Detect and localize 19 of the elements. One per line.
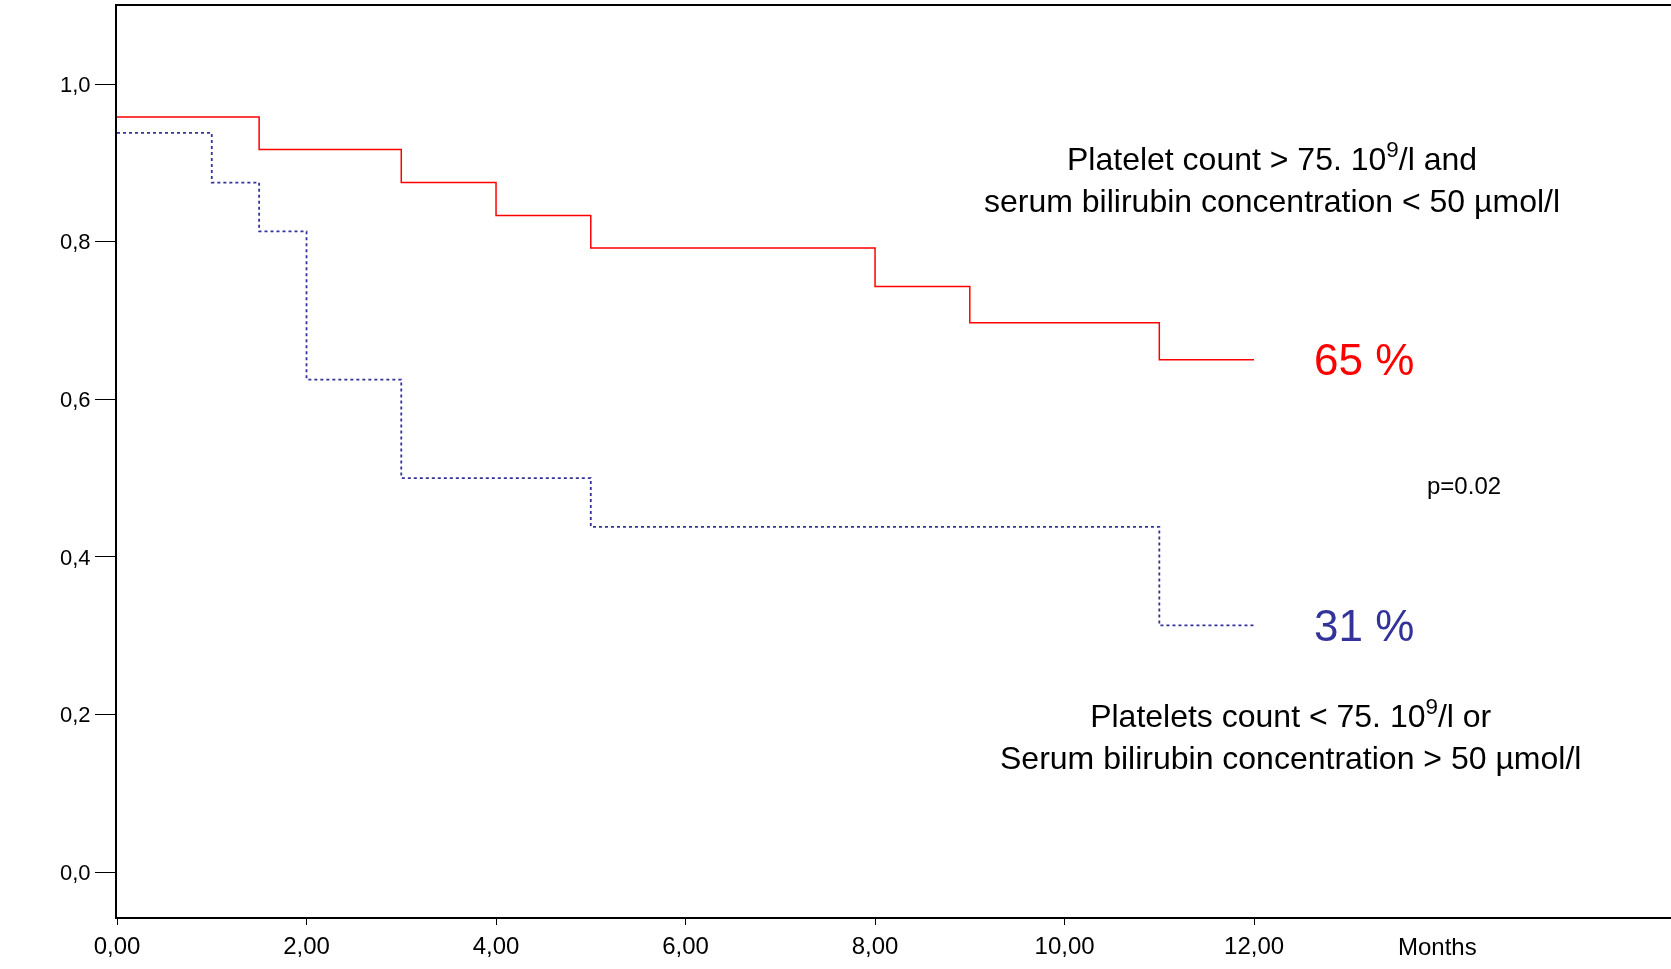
x-tick-label: 8,00	[851, 931, 899, 959]
series-label: 31 %	[1314, 601, 1415, 650]
x-tick-label: 10,00	[1034, 931, 1095, 959]
annotation: Platelet count > 75. 10$^{9}$/l and serum bilirubin concentration < 50 µmol/l	[984, 137, 1561, 220]
x-tick-label: 12,00	[1224, 931, 1285, 959]
y-tick-label: 0,0	[60, 859, 91, 885]
y-tick-label: 0,6	[60, 386, 91, 412]
x-axis-title: Months	[1398, 933, 1477, 960]
y-tick-label: 0,2	[60, 702, 91, 728]
annotation: Platelets count < 75. 10$^{9}$/l or Serum bilirubin concentration > 50 µmol/l	[1000, 694, 1582, 777]
x-tick-label: 2,00	[283, 931, 330, 959]
annotation: p=0.02	[1427, 472, 1502, 499]
y-tick-label: 1,0	[60, 71, 91, 97]
y-tick-label: 0,4	[60, 544, 91, 570]
series-label: 65 %	[1314, 335, 1415, 384]
x-tick-label: 4,00	[472, 931, 520, 959]
y-tick-label: 0,8	[60, 229, 91, 255]
x-tick-label: 6,00	[662, 931, 709, 959]
x-tick-label: 0,00	[93, 931, 141, 959]
